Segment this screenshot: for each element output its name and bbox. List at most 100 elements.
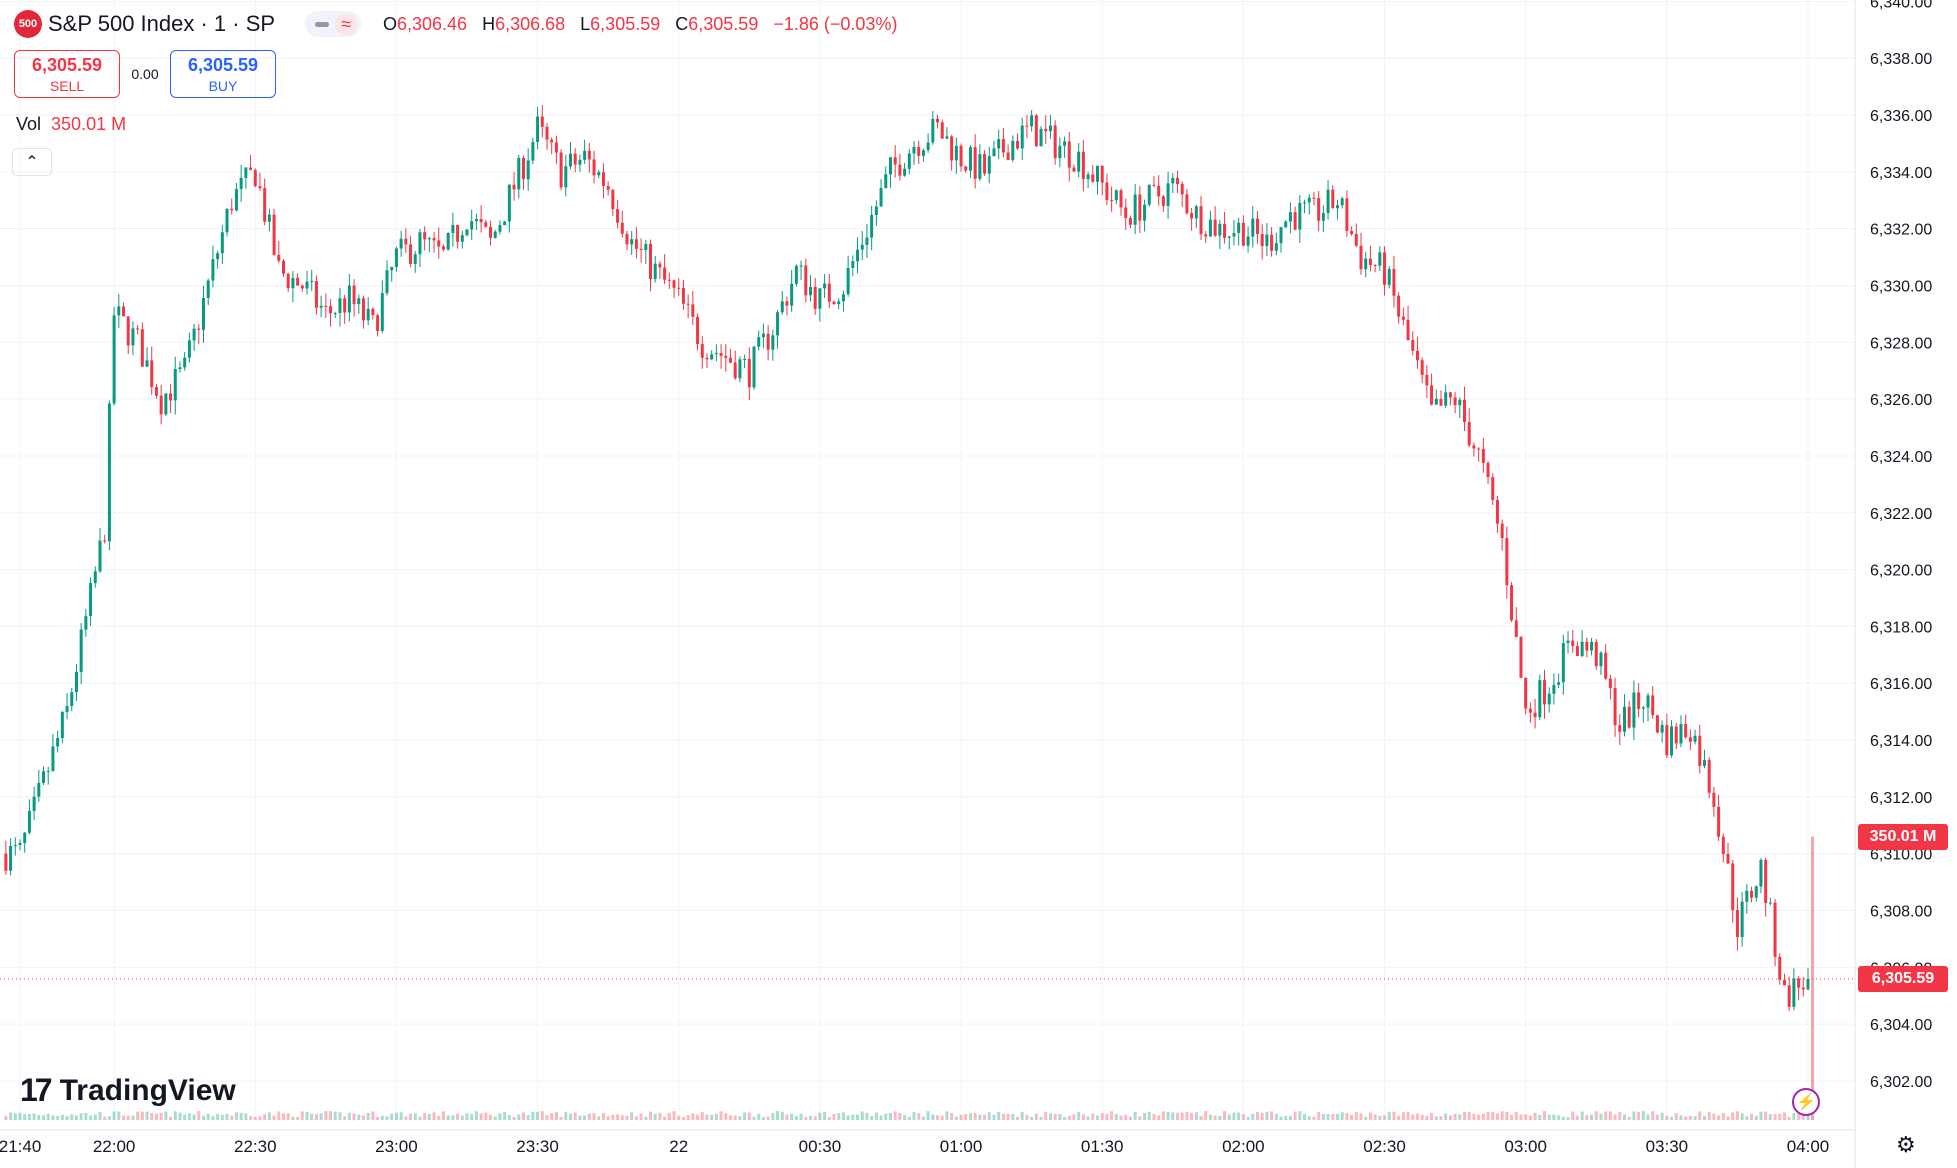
volume-bar <box>917 1113 921 1120</box>
candle-body <box>1604 652 1608 679</box>
candle-body <box>583 150 587 160</box>
candle-body <box>1782 979 1786 986</box>
minus-icon[interactable] <box>315 21 330 27</box>
volume-bar <box>1406 1111 1410 1120</box>
candle-body <box>211 259 215 281</box>
candle-body <box>1472 445 1476 449</box>
volume-bar <box>649 1111 653 1120</box>
candle-body <box>390 266 394 271</box>
volume-spike-bar <box>1811 836 1814 1120</box>
candle-body <box>983 154 987 174</box>
candle-body <box>1359 245 1363 270</box>
volume-bar <box>1185 1111 1189 1120</box>
volume-bar <box>545 1115 549 1120</box>
candle-body <box>973 147 977 179</box>
volume-bar <box>1335 1113 1339 1120</box>
candle-body <box>65 706 69 712</box>
volume-bar <box>1288 1115 1292 1120</box>
candle-body <box>1138 194 1142 221</box>
candle-body <box>1086 174 1090 180</box>
volume-bar <box>234 1112 238 1120</box>
candle-body <box>780 301 784 313</box>
candle-body <box>427 238 431 240</box>
candle-body <box>1241 222 1245 246</box>
volume-bars <box>4 836 1814 1120</box>
volume-bar <box>517 1114 521 1120</box>
sell-button[interactable]: 6,305.59 SELL <box>14 50 120 98</box>
candle-body <box>1274 243 1278 251</box>
gear-icon[interactable]: ⚙ <box>1896 1132 1916 1157</box>
volume-bar <box>1745 1116 1749 1120</box>
candle-body <box>291 277 295 289</box>
volume-bar <box>343 1116 347 1120</box>
volume-bar <box>888 1112 892 1120</box>
volume-bar <box>70 1114 74 1120</box>
volume-bar <box>884 1113 888 1120</box>
chevron-up-icon[interactable]: ⌃ <box>12 148 52 176</box>
price-tick-label: 6,326.00 <box>1870 392 1932 409</box>
candle-body <box>300 285 304 289</box>
buy-button[interactable]: 6,305.59 BUY <box>170 50 276 98</box>
approx-icon[interactable]: ≈ <box>335 13 357 35</box>
lightning-icon[interactable]: ⚡ <box>1792 1088 1820 1116</box>
candle-body <box>1133 194 1137 225</box>
candle-body <box>1270 234 1274 251</box>
volume-bar <box>1039 1116 1043 1120</box>
candle-body <box>441 246 445 250</box>
volume-bar <box>1016 1116 1020 1120</box>
candle-body <box>771 335 775 350</box>
volume-bar <box>150 1112 154 1120</box>
candle-body <box>837 301 841 305</box>
volume-bar <box>1519 1114 1523 1120</box>
candle-body <box>987 156 991 174</box>
candle-body <box>507 184 511 222</box>
volume-bar <box>376 1116 380 1120</box>
candle-body <box>371 308 375 316</box>
candle-body <box>1317 198 1321 221</box>
candle-body <box>1411 339 1415 351</box>
volume-bar <box>1213 1115 1217 1120</box>
volume-bar <box>1274 1113 1278 1120</box>
symbol-legend: 500 S&P 500 Index · 1 · SP ≈ O6,306.46 H… <box>14 10 907 38</box>
tradingview-logo[interactable]: 17 TradingView <box>20 1072 236 1109</box>
candle-body <box>903 168 907 176</box>
volume-bar <box>145 1111 149 1120</box>
volume-bar <box>719 1111 723 1120</box>
legend-toggle[interactable]: ≈ <box>305 11 361 37</box>
symbol-title[interactable]: S&P 500 Index · 1 · SP <box>48 11 276 36</box>
candle-body <box>1660 724 1664 733</box>
candle-body <box>644 243 648 250</box>
volume-bar <box>1651 1111 1655 1120</box>
candle-body <box>93 571 97 584</box>
candle-body <box>1778 956 1782 980</box>
candle-body <box>672 280 676 288</box>
volume-bar <box>225 1113 229 1120</box>
volume-bar <box>1138 1116 1142 1120</box>
volume-bar <box>117 1111 121 1120</box>
volume-bar <box>154 1113 158 1120</box>
price-axis: 6,302.006,304.006,306.006,308.006,310.00… <box>1870 0 1932 1091</box>
volume-bar <box>1232 1112 1236 1120</box>
volume-bar <box>1237 1112 1241 1120</box>
candle-body <box>1312 197 1316 199</box>
volume-bar <box>601 1113 605 1120</box>
candle-body <box>696 316 700 345</box>
volume-bar <box>272 1115 276 1120</box>
candle-body <box>1016 140 1020 149</box>
candle-body <box>23 832 27 843</box>
candle-body <box>978 154 982 179</box>
volume-bar <box>846 1115 850 1120</box>
candle-body <box>1190 213 1194 219</box>
candle-body <box>136 328 140 330</box>
candle-body <box>79 629 83 672</box>
candle-body <box>950 136 954 161</box>
candle-body <box>714 353 718 355</box>
volume-bar <box>860 1111 864 1120</box>
volume-bar <box>1387 1111 1391 1120</box>
volume-bar <box>724 1113 728 1120</box>
volume-bar <box>1128 1116 1132 1120</box>
volume-bar <box>1067 1115 1071 1120</box>
volume-bar <box>1528 1115 1532 1120</box>
volume-bar <box>1368 1112 1372 1120</box>
